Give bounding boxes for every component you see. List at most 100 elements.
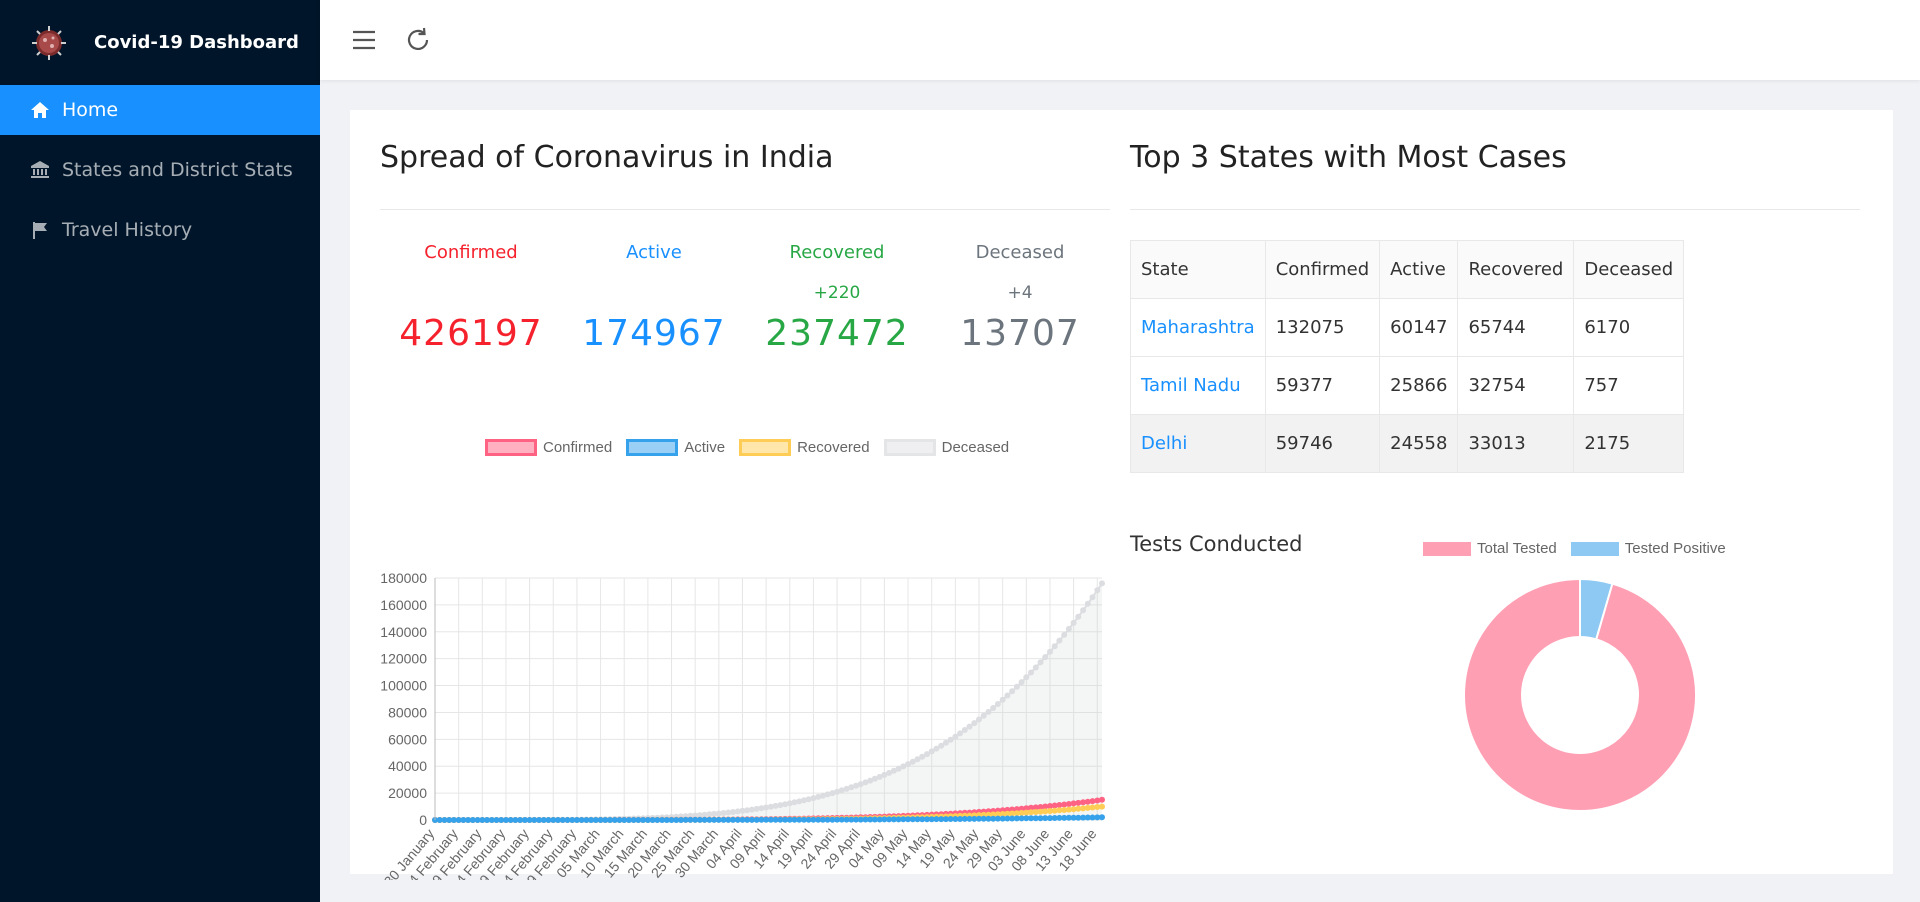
brand[interactable]: Covid-19 Dashboard <box>0 0 320 85</box>
y-tick-label: 160000 <box>380 597 427 613</box>
legend-item-confirmed[interactable]: Confirmed <box>485 439 612 456</box>
data-point-deceased <box>1051 643 1058 650</box>
data-point-deceased <box>1004 692 1011 699</box>
data-point-deceased <box>881 771 888 778</box>
column-header: Recovered <box>1457 240 1575 299</box>
state-link[interactable]: Delhi <box>1141 433 1188 454</box>
data-point-active <box>853 816 859 823</box>
data-point-deceased <box>1042 654 1049 661</box>
data-point-active <box>611 817 618 823</box>
data-point-deceased <box>890 767 897 774</box>
data-point-active <box>616 817 623 823</box>
data-point-active <box>559 817 566 823</box>
stat-value: 174967 <box>582 313 726 354</box>
data-point-deceased <box>706 811 713 818</box>
data-point-deceased <box>876 773 883 780</box>
data-point-active <box>957 816 964 822</box>
data-point-deceased <box>692 812 699 819</box>
doughnut-slice-tested-positive[interactable] <box>1579 577 1614 641</box>
y-tick-label: 140000 <box>380 624 427 640</box>
stat-deceased: Deceased +4 13707 <box>929 242 1111 354</box>
data-point-active <box>815 816 822 823</box>
data-point-active <box>654 817 661 823</box>
data-point-recovered <box>1075 805 1082 812</box>
data-point-active <box>649 817 656 823</box>
data-point-active <box>1094 814 1101 821</box>
data-point-active <box>1032 815 1039 822</box>
data-point-active <box>796 816 803 823</box>
data-point-active <box>706 816 713 823</box>
legend-item-active[interactable]: Active <box>626 439 725 456</box>
data-point-active <box>1004 815 1011 822</box>
data-point-deceased <box>952 733 959 740</box>
data-point-active <box>994 815 1001 822</box>
data-point-active <box>1075 814 1082 821</box>
data-point-deceased <box>819 792 826 799</box>
state-link[interactable]: Tamil Nadu <box>1141 375 1241 396</box>
legend-item-tested-positive[interactable]: Tested Positive <box>1570 540 1726 557</box>
state-link[interactable]: Maharashtra <box>1141 317 1255 338</box>
data-point-active <box>1070 814 1077 821</box>
data-point-active <box>862 816 869 823</box>
data-point-active <box>720 816 727 823</box>
legend-label: Tested Positive <box>1624 540 1726 557</box>
sidebar-item-states[interactable]: States and District Stats <box>0 145 320 195</box>
sidebar-item-travel[interactable]: Travel History <box>0 205 320 255</box>
data-point-active <box>739 816 746 823</box>
data-point-active <box>744 816 751 823</box>
doughnut-slice-total-tested[interactable] <box>1463 577 1697 812</box>
data-point-deceased <box>857 781 864 788</box>
data-point-deceased <box>942 739 949 746</box>
reload-icon[interactable] <box>404 26 432 54</box>
data-point-active <box>493 817 500 823</box>
data-point-active <box>924 816 930 823</box>
data-point-confirmed <box>1042 803 1049 810</box>
data-point-deceased <box>1070 619 1077 626</box>
legend-item-recovered[interactable]: Recovered <box>739 439 870 456</box>
table-row: Maharashtra 132075 60147 65744 6170 <box>1130 298 1685 357</box>
table-row: Delhi 59746 24558 33013 2175 <box>1130 414 1685 473</box>
data-point-deceased <box>715 810 722 817</box>
legend-item-total-tested[interactable]: Total Tested <box>1423 540 1557 557</box>
menu-icon[interactable] <box>350 26 378 54</box>
data-point-active <box>659 817 666 823</box>
data-point-active <box>805 816 812 823</box>
data-point-confirmed <box>1061 801 1068 808</box>
table-cell: Delhi <box>1130 414 1266 473</box>
y-tick-label: 100000 <box>380 678 427 694</box>
data-point-deceased <box>886 769 893 776</box>
data-point-active <box>446 817 453 823</box>
table-cell: 2175 <box>1573 414 1685 473</box>
sidebar-item-home[interactable]: Home <box>0 85 320 135</box>
data-point-deceased <box>1023 674 1030 681</box>
spread-title: Spread of Coronavirus in India <box>380 140 834 175</box>
data-point-active <box>838 816 845 823</box>
data-point-active <box>895 816 902 823</box>
data-point-active <box>834 816 841 823</box>
table-row: Tamil Nadu 59377 25866 32754 757 <box>1130 356 1685 415</box>
data-point-active <box>900 816 907 823</box>
data-point-active <box>592 817 599 823</box>
table-cell: 33013 <box>1457 414 1575 473</box>
data-point-deceased <box>994 701 1001 707</box>
data-point-recovered <box>1042 808 1049 815</box>
data-point-active <box>479 817 486 823</box>
data-point-recovered <box>1099 803 1105 810</box>
data-point-active <box>545 817 552 823</box>
data-point-deceased <box>848 784 855 791</box>
data-point-active <box>914 816 921 823</box>
data-point-deceased <box>999 696 1006 703</box>
data-point-active <box>588 817 595 823</box>
data-point-deceased <box>1032 664 1039 671</box>
data-point-active <box>450 817 457 823</box>
data-point-recovered <box>1047 808 1053 814</box>
data-point-recovered <box>1056 807 1063 814</box>
legend-item-deceased[interactable]: Deceased <box>883 439 1009 456</box>
data-point-active <box>734 816 741 823</box>
data-point-deceased <box>1037 659 1044 666</box>
data-point-active <box>1023 815 1030 822</box>
sidebar-item-label: Home <box>62 99 119 121</box>
stat-label: Recovered <box>789 242 885 263</box>
data-point-active <box>1051 815 1058 821</box>
data-point-recovered <box>1032 809 1039 815</box>
